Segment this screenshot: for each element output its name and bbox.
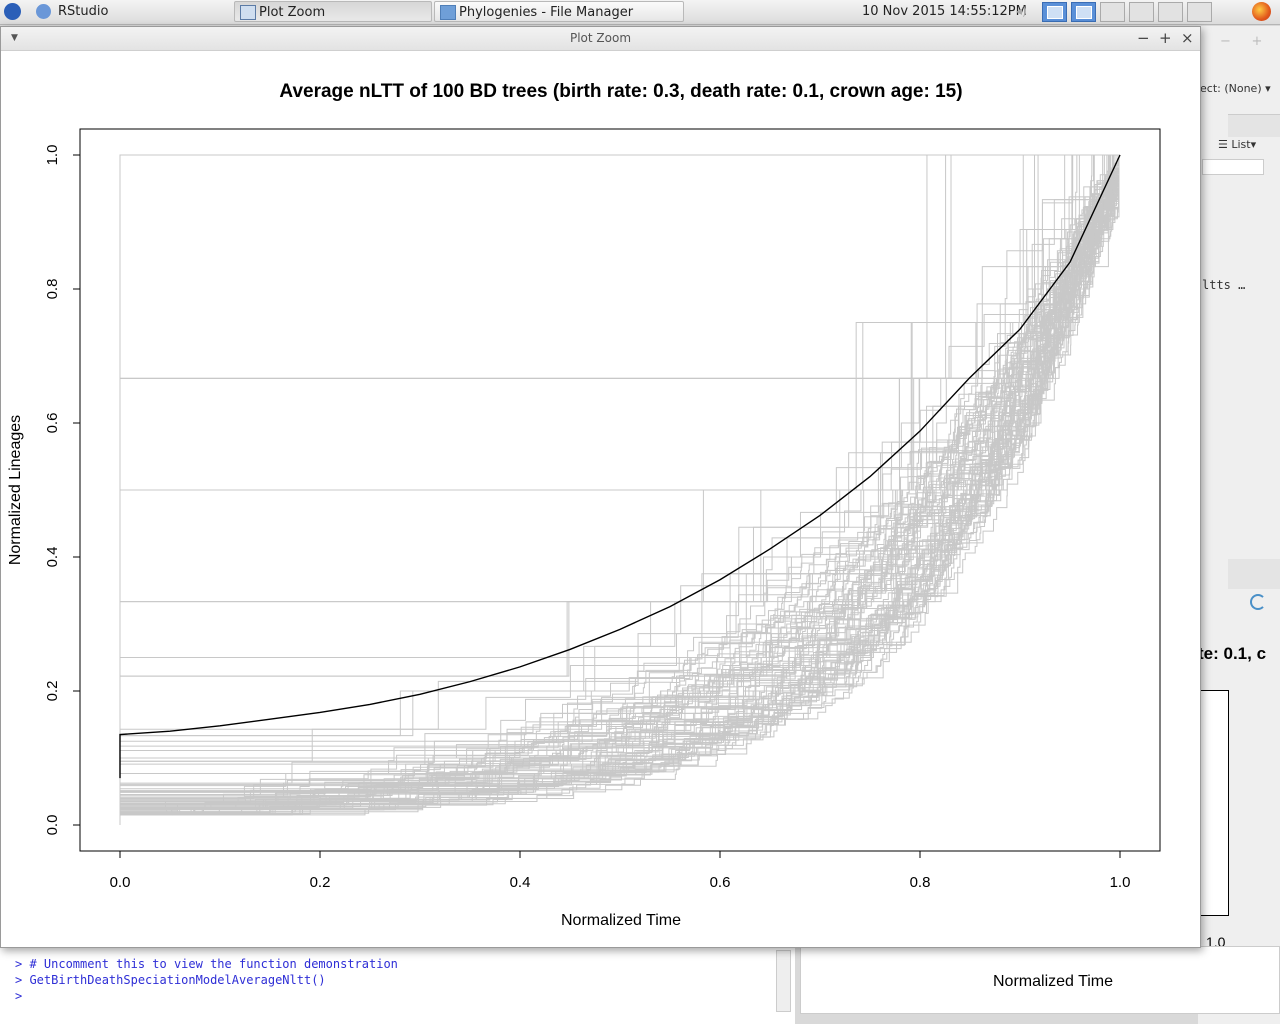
console-scrollbar[interactable] bbox=[776, 950, 791, 1012]
folder-icon bbox=[440, 5, 456, 20]
y-axis: 0.0 0.2 0.4 0.6 0.8 1.0 bbox=[44, 145, 81, 836]
minimize-button[interactable]: − bbox=[1137, 29, 1150, 47]
average-line-group bbox=[119, 154, 1121, 779]
x-tick-label: 0.0 bbox=[110, 874, 131, 891]
workspace-6[interactable] bbox=[1187, 2, 1212, 22]
workspace-5[interactable] bbox=[1158, 2, 1183, 22]
tree-line bbox=[119, 154, 1120, 825]
rstudio-console[interactable]: > # Uncomment this to view the function … bbox=[0, 946, 795, 1024]
y-tick-label: 0.4 bbox=[44, 547, 61, 568]
window-icon bbox=[240, 5, 256, 20]
y-axis-label: Normalized Lineages bbox=[7, 415, 24, 565]
average-nltt-line bbox=[119, 154, 1121, 779]
taskbar: RStudio Plot Zoom Phylogenies - File Man… bbox=[0, 0, 1280, 25]
rstudio-toolbar-controls: − + × bbox=[1220, 34, 1280, 49]
y-tick-label: 0.0 bbox=[44, 815, 61, 836]
rstudio-background-panes: − + × ect: (None) ▾ ☰ List▾ ltts … te: 0… bbox=[1198, 26, 1280, 1024]
console-line: > GetBirthDeathSpeciationModelAverageNlt… bbox=[15, 973, 326, 987]
tree-line bbox=[119, 154, 1120, 825]
tree-line bbox=[119, 154, 1120, 825]
console-line: > # Uncomment this to view the function … bbox=[15, 957, 398, 971]
env-search[interactable] bbox=[1202, 159, 1264, 175]
app-menu[interactable]: RStudio bbox=[36, 1, 108, 22]
window-titlebar[interactable]: ▼ Plot Zoom − + × bbox=[1, 27, 1200, 51]
clock[interactable]: 10 Nov 2015 14:55:12PM bbox=[862, 4, 1027, 19]
tree-line bbox=[119, 154, 1120, 825]
plot-zoom-window: ▼ Plot Zoom − + × Average nLTT of 100 BD… bbox=[0, 26, 1201, 948]
tree-line bbox=[119, 154, 1120, 825]
app-menu-label: RStudio bbox=[58, 4, 109, 19]
close-button[interactable]: × bbox=[1181, 29, 1194, 47]
rstudio-icon bbox=[36, 4, 51, 19]
chart-title: Average nLTT of 100 BD trees (birth rate… bbox=[279, 81, 962, 102]
tree-line bbox=[119, 154, 1120, 825]
pane-divider bbox=[1228, 559, 1280, 589]
tree-line bbox=[119, 154, 1120, 825]
firefox-icon[interactable] bbox=[1252, 2, 1271, 21]
x-tick-label: 0.6 bbox=[710, 874, 731, 891]
workspace-4[interactable] bbox=[1129, 2, 1154, 22]
tree-line bbox=[119, 154, 1120, 825]
tree-line bbox=[119, 154, 1120, 825]
env-item[interactable]: ltts … bbox=[1202, 278, 1246, 292]
tree-line bbox=[119, 154, 1120, 825]
x-tick-label: 1.0 bbox=[1110, 874, 1131, 891]
x-tick-label: 0.8 bbox=[910, 874, 931, 891]
y-tick-label: 0.6 bbox=[44, 413, 61, 434]
small-plot-xlabel: Normalized Time bbox=[993, 973, 1114, 990]
select-dropdown[interactable]: ect: (None) ▾ bbox=[1200, 82, 1271, 95]
tree-line bbox=[119, 154, 1120, 825]
console-prompt: > bbox=[15, 989, 30, 1003]
tree-line bbox=[119, 154, 1120, 825]
y-tick-label: 1.0 bbox=[44, 145, 61, 166]
select-label: ect: (None) bbox=[1200, 82, 1262, 95]
y-tick-label: 0.2 bbox=[44, 681, 61, 702]
nltt-chart: Average nLTT of 100 BD trees (birth rate… bbox=[7, 81, 1161, 929]
tree-line bbox=[119, 154, 1120, 825]
maximize-button[interactable]: + bbox=[1159, 29, 1172, 47]
x-axis-label: Normalized Time bbox=[561, 912, 681, 929]
window-title: Plot Zoom bbox=[569, 31, 632, 45]
window-menu-icon[interactable]: ▼ bbox=[11, 33, 18, 43]
tree-line bbox=[119, 154, 1120, 825]
x-tick-label: 0.2 bbox=[310, 874, 331, 891]
rstudio-plot-viewer: Normalized Time bbox=[800, 946, 1280, 1014]
task-file-manager[interactable]: Phylogenies - File Manager bbox=[434, 1, 684, 22]
small-plot-box bbox=[1198, 690, 1229, 916]
volume-icon[interactable]: ◂) bbox=[1016, 4, 1027, 18]
small-plot-title-fragment: te: 0.1, c bbox=[1198, 644, 1267, 663]
workspace-2[interactable] bbox=[1071, 2, 1096, 22]
y-tick-label: 0.8 bbox=[44, 279, 61, 300]
refresh-icon[interactable] bbox=[1250, 594, 1266, 610]
tree-line bbox=[119, 154, 1120, 825]
tree-line bbox=[119, 154, 1120, 825]
task-label: Phylogenies - File Manager bbox=[459, 5, 634, 20]
pane-header bbox=[1228, 114, 1280, 137]
task-plot-zoom[interactable]: Plot Zoom bbox=[234, 1, 432, 22]
individual-tree-lines bbox=[119, 154, 1120, 825]
x-tick-label: 0.4 bbox=[510, 874, 531, 891]
task-label: Plot Zoom bbox=[259, 5, 326, 20]
x-axis: 0.0 0.2 0.4 0.6 0.8 1.0 bbox=[110, 850, 1131, 891]
workspace-3[interactable] bbox=[1100, 2, 1125, 22]
workspace-1[interactable] bbox=[1042, 2, 1067, 22]
tree-line bbox=[119, 154, 1120, 825]
tree-line bbox=[119, 154, 1120, 825]
list-label: List bbox=[1231, 138, 1251, 151]
tree-line bbox=[119, 154, 1120, 825]
tree-line bbox=[119, 154, 1120, 825]
start-menu-icon[interactable] bbox=[4, 3, 21, 20]
tree-line bbox=[119, 154, 1120, 825]
list-view-button[interactable]: ☰ List▾ bbox=[1218, 138, 1257, 151]
